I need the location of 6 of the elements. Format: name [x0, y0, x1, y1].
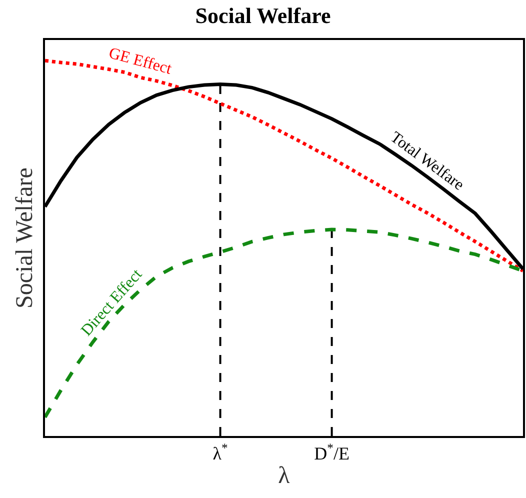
- x-tick-label: λ$^{*}$: [212, 440, 228, 464]
- y-axis-title: Social Welfare: [195, 2, 331, 28]
- x-axis-title: λ: [278, 463, 290, 490]
- text: Social Welfare: [12, 168, 38, 308]
- text: GE Effect: [106, 44, 174, 78]
- x-tick-label: D$^{*}$/E: [314, 440, 350, 464]
